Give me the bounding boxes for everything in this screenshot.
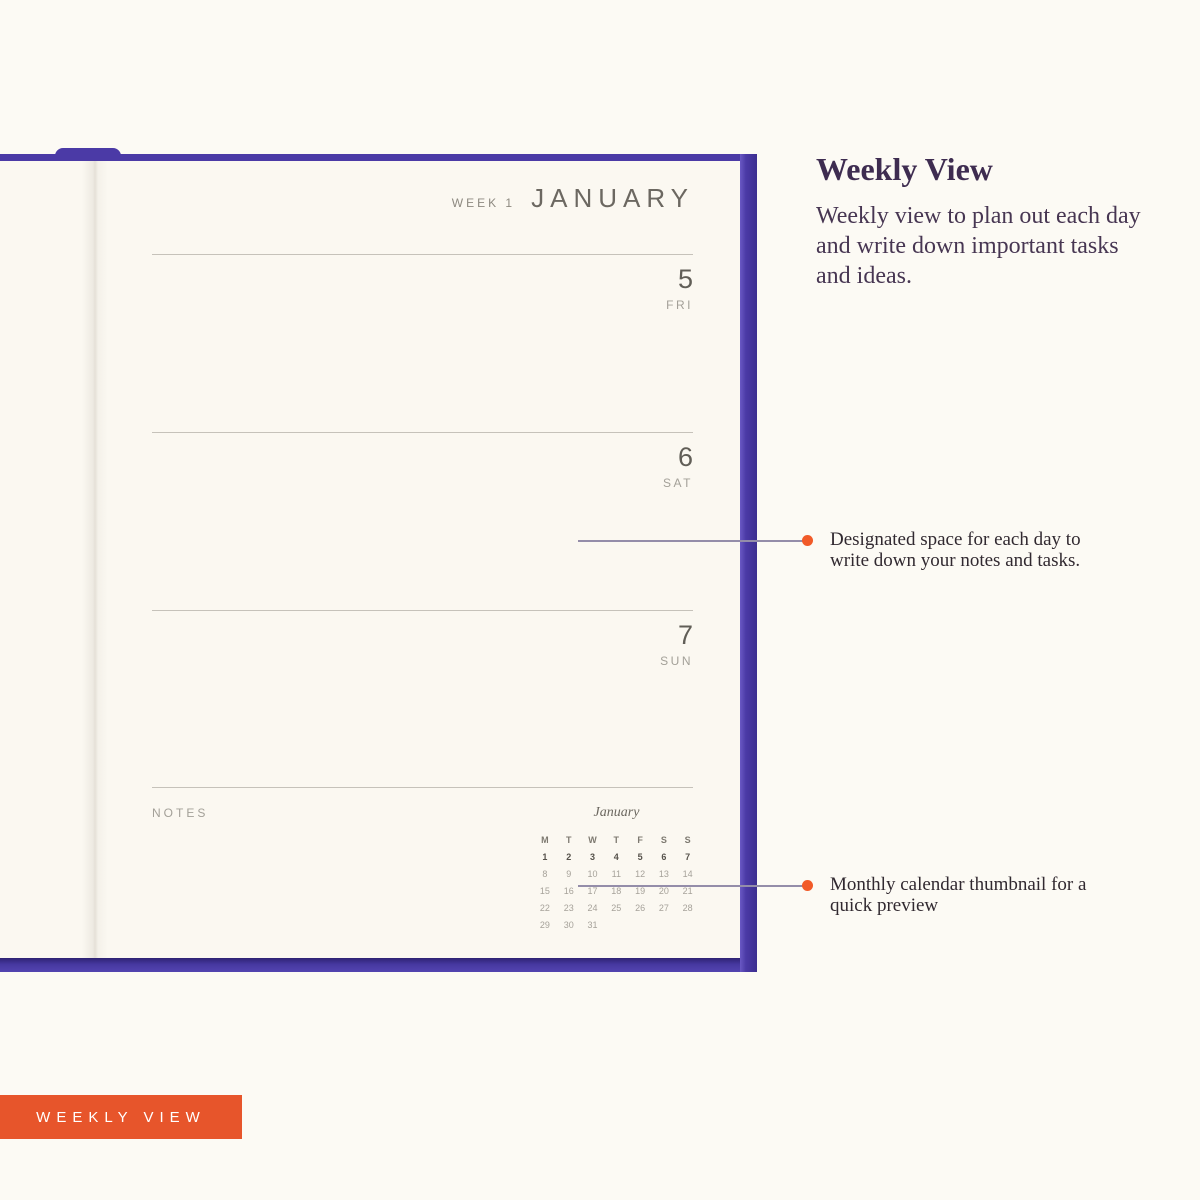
calendar-day: 20: [658, 885, 669, 896]
calendar-day: 11: [611, 868, 621, 879]
section-description: Weekly view to plan out each day and wri…: [816, 203, 1141, 289]
day-number: 5: [677, 264, 693, 294]
callout-monthly-thumbnail: Monthly calendar thumbnail for a quick p…: [830, 874, 1087, 916]
calendar-day: 19: [635, 885, 646, 896]
calendar-day: 12: [635, 868, 646, 879]
calendar-day: 8: [542, 868, 548, 879]
calendar-day: [652, 916, 676, 933]
section-heading: Weekly View: [816, 151, 993, 187]
callout-connector-line: [578, 540, 805, 542]
calendar-day: 28: [682, 902, 693, 913]
day-name-label: FRI: [666, 298, 693, 312]
week-number-label: WEEK 1: [451, 196, 516, 210]
notes-label: NOTES: [152, 806, 209, 820]
calendar-day: 9: [566, 868, 572, 879]
day-row-sunday: 7 SUN: [152, 610, 693, 787]
weekday-header: W: [588, 834, 597, 845]
calendar-day: 14: [682, 868, 693, 879]
page-gutter-shadow: [82, 161, 108, 958]
mini-calendar-grid: M T W T F S S 1 2 3 4 5 6 7 8 9 10: [533, 831, 700, 933]
calendar-day: 3: [589, 851, 595, 862]
calendar-day: 27: [658, 902, 669, 913]
day-name-label: SAT: [663, 476, 693, 490]
day-row-saturday: 6 SAT: [152, 432, 693, 610]
day-number: 6: [677, 442, 693, 472]
day-row-friday: 5 FRI: [152, 254, 693, 432]
weekday-header: F: [637, 834, 643, 845]
calendar-day: [628, 916, 652, 933]
cover-bottom-edge: [0, 958, 740, 972]
planner-page: WEEK 1 JANUARY 5 FRI 6 SAT 7 SUN N: [0, 161, 740, 958]
calendar-day: 17: [587, 885, 598, 896]
calendar-day: 5: [637, 851, 643, 862]
calendar-day: 15: [539, 885, 550, 896]
mini-month-calendar: January M T W T F S S 1 2 3 4 5 6 7 8: [533, 805, 700, 933]
weekly-view-badge: WEEKLY VIEW: [0, 1095, 242, 1139]
calendar-day: 10: [587, 868, 598, 879]
weekday-header: T: [613, 834, 620, 845]
month-title: JANUARY: [531, 183, 694, 213]
day-name-label: SUN: [660, 654, 693, 668]
cover-right-spine: [740, 154, 757, 972]
calendar-day: [604, 916, 628, 933]
calendar-day: 25: [611, 902, 622, 913]
weekday-header: S: [684, 834, 691, 845]
day-number: 7: [677, 620, 693, 650]
calendar-day: 26: [635, 902, 646, 913]
calendar-day: 21: [682, 885, 693, 896]
day-divider-line: [152, 787, 693, 788]
weekday-header: M: [541, 834, 549, 845]
calendar-day: 13: [658, 868, 669, 879]
week-header: WEEK 1 JANUARY: [452, 183, 694, 214]
day-divider-line: [152, 432, 693, 433]
calendar-day: 30: [563, 919, 574, 930]
calendar-day: 2: [566, 851, 572, 862]
mini-calendar-title: January: [593, 805, 640, 820]
weekday-header: S: [660, 834, 667, 845]
weekday-header: T: [565, 834, 572, 845]
calendar-day: 29: [539, 919, 550, 930]
calendar-day: [676, 916, 700, 933]
calendar-day: 6: [661, 851, 667, 862]
calendar-day: 1: [542, 851, 548, 862]
callout-day-space: Designated space for each day to write d…: [830, 529, 1081, 571]
day-divider-line: [152, 254, 693, 255]
callout-dot-icon: [802, 535, 813, 546]
calendar-day: 4: [613, 851, 619, 862]
callout-dot-icon: [802, 880, 813, 891]
cover-top-edge: [0, 154, 757, 161]
calendar-day: 23: [563, 902, 574, 913]
badge-label: WEEKLY VIEW: [36, 1108, 206, 1126]
calendar-day: 31: [587, 919, 598, 930]
calendar-day: 22: [539, 902, 550, 913]
calendar-day: 24: [587, 902, 598, 913]
planner-book: WEEK 1 JANUARY 5 FRI 6 SAT 7 SUN N: [0, 148, 757, 972]
calendar-day: 7: [685, 851, 691, 862]
callout-connector-line: [578, 885, 805, 887]
calendar-day: 16: [563, 885, 574, 896]
day-divider-line: [152, 610, 693, 611]
calendar-day: 18: [611, 885, 622, 896]
